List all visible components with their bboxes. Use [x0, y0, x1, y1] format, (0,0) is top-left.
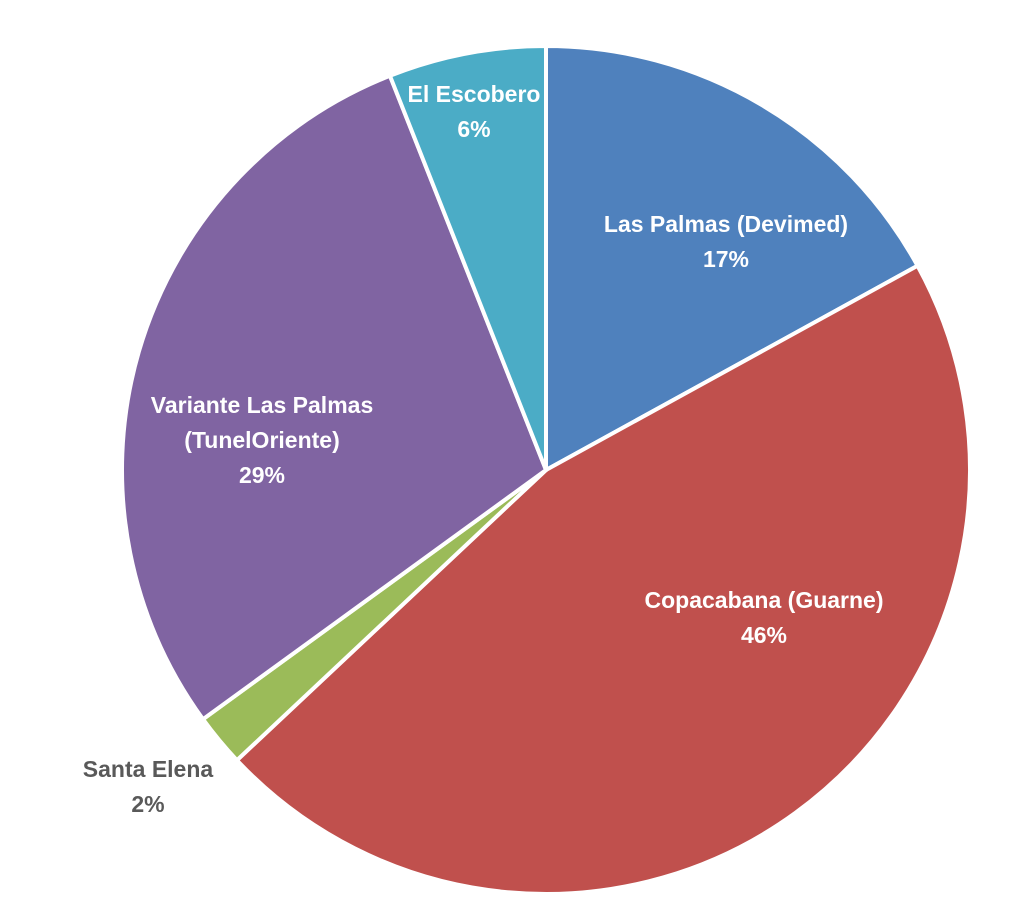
- pie-slice-las-palmas-devimed: [544, 44, 920, 472]
- data-label-line: 2%: [131, 791, 164, 817]
- data-label-variante-las-palmas-tuneloriente: Variante Las Palmas (TunelOriente) 29%: [151, 392, 373, 488]
- pie-labels: Las Palmas (Devimed) 17% Copacabana (Guarn…: [83, 81, 884, 817]
- pie-slice-copacabana-guarne: [234, 263, 972, 896]
- data-label-line: 6%: [457, 116, 490, 142]
- pie-slice-el-escobero: [387, 44, 548, 472]
- data-label-line: 46%: [741, 622, 787, 648]
- pie-slice-variante-las-palmas-tuneloriente: [120, 73, 548, 722]
- data-label-las-palmas-devimed: Las Palmas (Devimed) 17%: [604, 211, 848, 272]
- data-label-line: Las Palmas (Devimed): [604, 211, 848, 237]
- data-label-line: 17%: [703, 246, 749, 272]
- data-label-line: El Escobero: [408, 81, 541, 107]
- data-label-line: Santa Elena: [83, 756, 214, 782]
- data-label-line: Copacabana (Guarne): [645, 587, 884, 613]
- data-label-el-escobero: El Escobero 6%: [408, 81, 541, 142]
- data-label-copacabana-guarne: Copacabana (Guarne) 46%: [645, 587, 884, 648]
- data-label-santa-elena: Santa Elena 2%: [83, 756, 214, 817]
- pie-slices: [120, 44, 972, 896]
- data-label-line: (TunelOriente): [184, 427, 339, 453]
- data-label-line: Variante Las Palmas: [151, 392, 373, 418]
- data-label-line: 29%: [239, 462, 285, 488]
